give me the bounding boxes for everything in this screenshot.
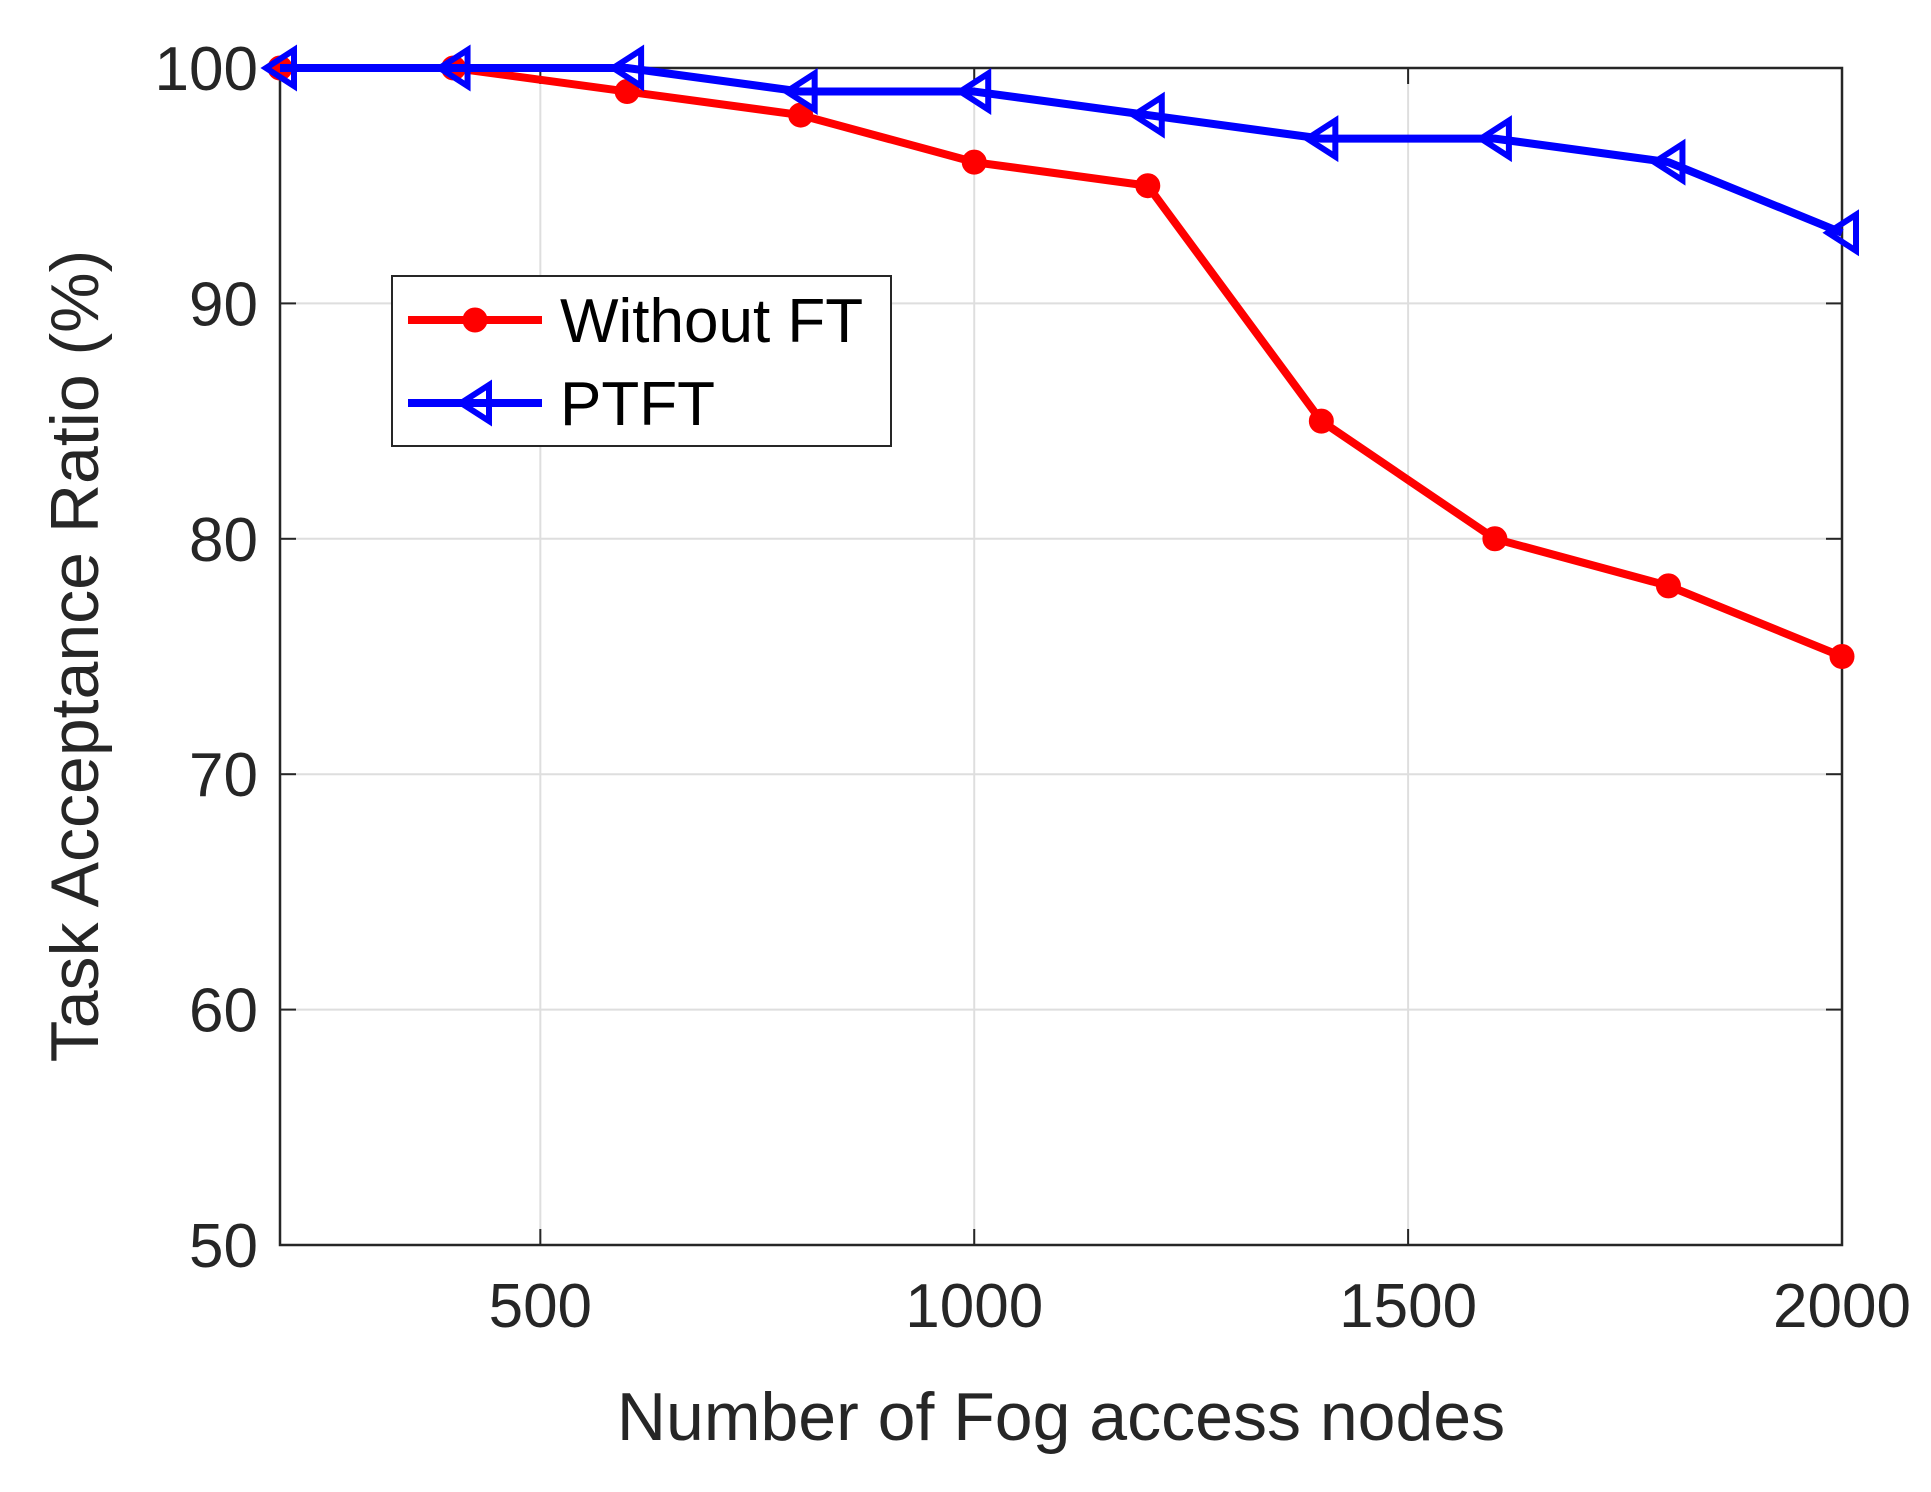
data-point-ptft [260,44,297,92]
data-point-ptft [954,68,992,116]
series-line-without-ft [280,64,1844,661]
series-ptft [260,44,1859,257]
data-point-without-ft [1308,408,1334,434]
y-axis-ticks: 50 60 70 80 90 100 [155,35,1842,1281]
legend-box [391,275,892,447]
grid-lines [280,68,1842,1245]
data-point-without-ft [1655,573,1681,599]
legend: Without FT PTFT [391,275,892,447]
legend-label-without-ft: Without FT [560,287,863,356]
data-point-ptft [1822,209,1859,257]
data-point-ptft [607,44,645,92]
y-tick-label: 90 [189,270,258,339]
y-tick-label: 60 [189,977,258,1046]
series-layer [260,44,1859,669]
y-tick-label: 80 [189,506,258,575]
y-axis-title: Task Acceptance Ratio (%) [37,250,113,1063]
data-point-ptft [1128,91,1165,139]
legend-marker-without-ft [462,307,488,333]
x-tick-label: 2000 [1773,1272,1911,1341]
legend-marker-ptft [455,379,492,427]
y-tick-label: 100 [155,35,258,104]
y-tick-label: 70 [189,741,258,810]
x-axis-ticks: 500 1000 1500 2000 [489,68,1911,1341]
data-point-ptft [1648,138,1686,186]
x-axis-title: Number of Fog access nodes [617,1379,1505,1455]
x-tick-label: 500 [489,1272,592,1341]
plot-area [280,68,1842,1245]
data-point-without-ft [1135,173,1161,199]
data-point-without-ft [961,149,987,175]
x-tick-label: 1500 [1339,1272,1477,1341]
x-tick-label: 1000 [905,1272,1043,1341]
series-line-ptft [280,64,1844,237]
legend-label-ptft: PTFT [560,370,715,439]
data-point-ptft [1475,115,1512,163]
data-point-ptft [1301,115,1339,163]
data-point-without-ft [1829,644,1855,669]
y-tick-label: 50 [189,1212,258,1281]
data-point-ptft [781,68,818,116]
series-without-ft [267,55,1855,669]
data-point-ptft [434,44,471,92]
data-point-without-ft [1482,526,1508,552]
